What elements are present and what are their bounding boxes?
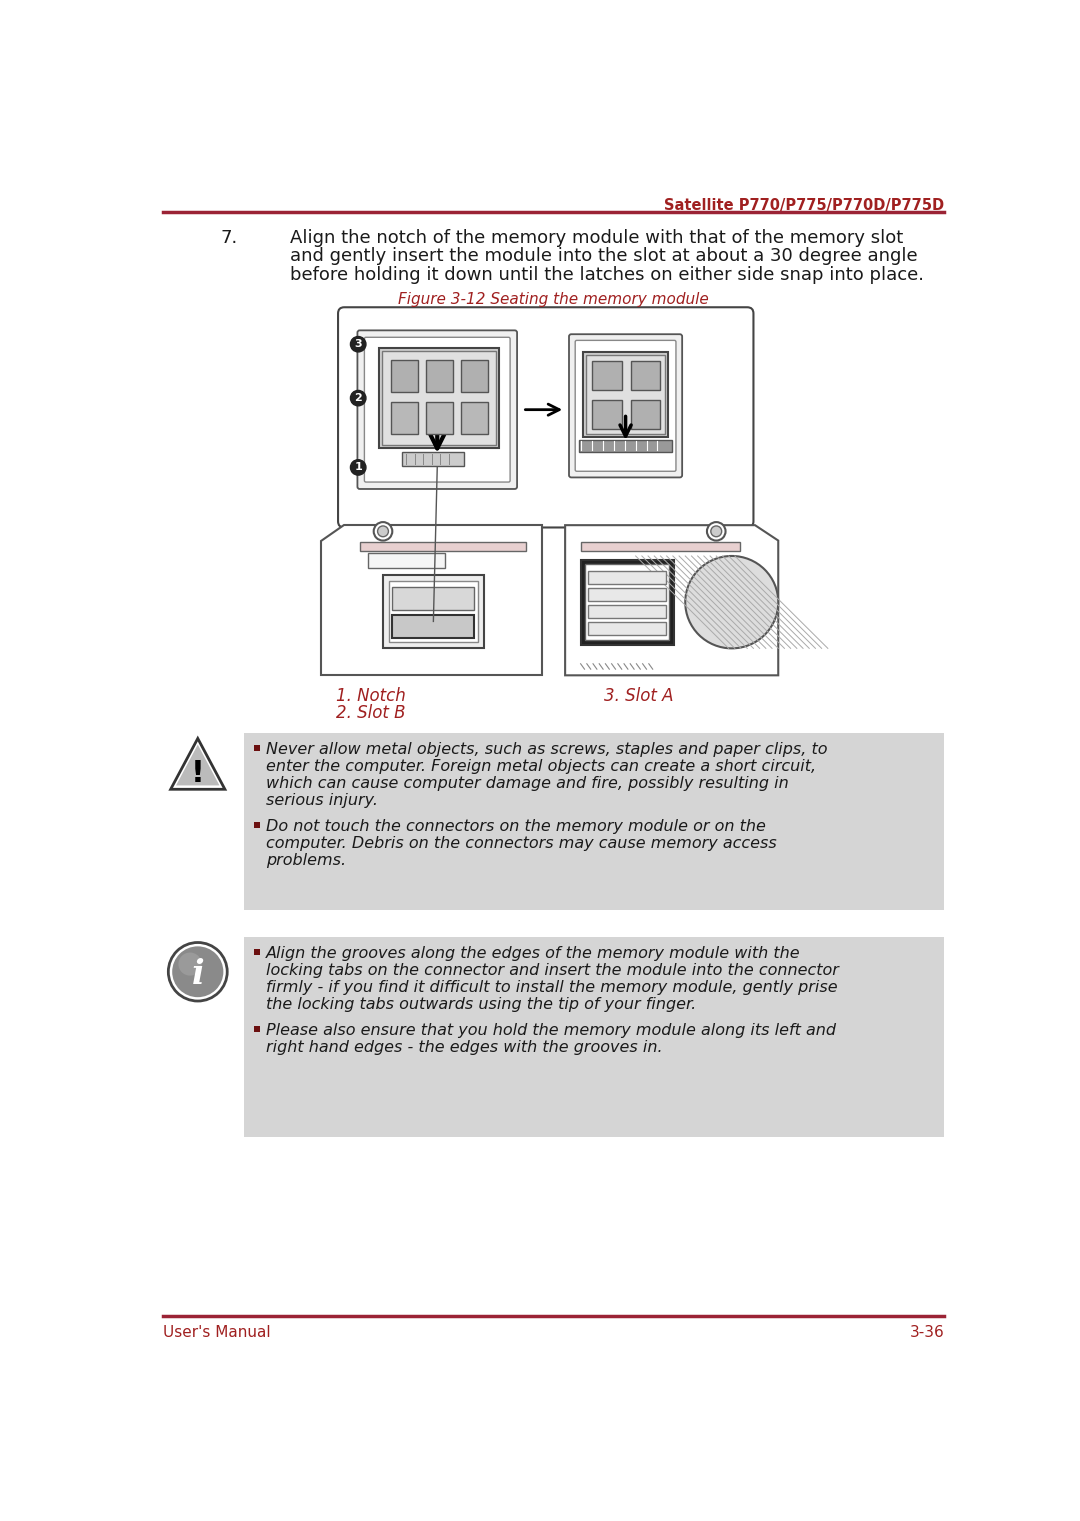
Bar	[379, 348, 499, 449]
Bar	[581, 560, 674, 645]
Text: and gently insert the module into the slot at about a 30 degree angle: and gently insert the module into the sl…	[291, 248, 918, 265]
Bar	[391, 359, 418, 392]
Text: 7.: 7.	[220, 228, 238, 246]
Bar	[581, 541, 740, 551]
Bar	[426, 402, 453, 435]
Bar	[391, 402, 418, 435]
Text: right hand edges - the edges with the grooves in.: right hand edges - the edges with the gr…	[266, 1040, 663, 1056]
Text: Satellite P770/P775/P770D/P775D: Satellite P770/P775/P770D/P775D	[664, 198, 944, 213]
Text: 2. Slot B: 2. Slot B	[337, 704, 406, 722]
Bar	[254, 745, 260, 751]
Text: serious injury.: serious injury.	[266, 792, 378, 808]
Bar	[367, 554, 445, 569]
Bar	[592, 400, 622, 429]
Bar	[383, 575, 484, 648]
Bar	[244, 733, 944, 910]
Circle shape	[172, 946, 224, 998]
Text: 3: 3	[354, 339, 362, 350]
FancyBboxPatch shape	[569, 335, 683, 478]
Circle shape	[378, 526, 389, 537]
Polygon shape	[565, 525, 779, 675]
Text: 1. Notch: 1. Notch	[337, 687, 406, 704]
Bar	[254, 821, 260, 827]
Circle shape	[374, 522, 392, 540]
Bar	[631, 360, 661, 391]
Circle shape	[711, 526, 721, 537]
Bar	[579, 441, 672, 452]
Circle shape	[168, 943, 227, 1001]
Text: firmly - if you find it difficult to install the memory module, gently prise: firmly - if you find it difficult to ins…	[266, 980, 838, 995]
Circle shape	[350, 459, 366, 475]
Text: computer. Debris on the connectors may cause memory access: computer. Debris on the connectors may c…	[266, 837, 777, 852]
Circle shape	[685, 557, 779, 648]
Bar	[583, 351, 669, 437]
Bar	[460, 402, 488, 435]
Bar	[254, 1025, 260, 1031]
Text: Never allow metal objects, such as screws, staples and paper clips, to: Never allow metal objects, such as screw…	[266, 742, 827, 757]
Circle shape	[350, 336, 366, 351]
Text: Do not touch the connectors on the memory module or on the: Do not touch the connectors on the memor…	[266, 820, 766, 835]
Circle shape	[707, 522, 726, 540]
Text: locking tabs on the connector and insert the module into the connector: locking tabs on the connector and insert…	[266, 963, 839, 978]
Bar	[589, 572, 666, 584]
Bar	[586, 354, 665, 433]
Bar	[403, 452, 464, 465]
Polygon shape	[321, 525, 542, 675]
FancyBboxPatch shape	[576, 341, 676, 472]
Text: Figure 3-12 Seating the memory module: Figure 3-12 Seating the memory module	[399, 292, 708, 307]
Circle shape	[178, 952, 202, 975]
Bar	[392, 616, 474, 639]
Bar	[254, 949, 260, 955]
Bar	[589, 605, 666, 618]
Bar	[592, 360, 622, 391]
Bar	[360, 541, 526, 551]
FancyBboxPatch shape	[364, 338, 510, 482]
Text: i: i	[191, 958, 204, 990]
Text: the locking tabs outwards using the tip of your finger.: the locking tabs outwards using the tip …	[266, 998, 697, 1011]
Bar	[426, 359, 453, 392]
Bar	[392, 587, 474, 610]
Bar	[460, 359, 488, 392]
Bar	[589, 622, 666, 634]
Text: User's Manual: User's Manual	[163, 1325, 270, 1340]
Text: Align the notch of the memory module with that of the memory slot: Align the notch of the memory module wit…	[291, 228, 903, 246]
Bar	[585, 564, 669, 640]
Text: 3. Slot A: 3. Slot A	[604, 687, 673, 704]
FancyBboxPatch shape	[357, 330, 517, 488]
Bar	[244, 937, 944, 1138]
Text: Align the grooves along the edges of the memory module with the: Align the grooves along the edges of the…	[266, 946, 800, 961]
Text: 2: 2	[354, 392, 362, 403]
Polygon shape	[171, 739, 225, 789]
Text: 1: 1	[354, 462, 362, 473]
Bar	[382, 351, 496, 446]
Bar	[631, 400, 661, 429]
Polygon shape	[176, 745, 219, 785]
Text: which can cause computer damage and fire, possibly resulting in: which can cause computer damage and fire…	[266, 776, 788, 791]
Text: before holding it down until the latches on either side snap into place.: before holding it down until the latches…	[291, 266, 924, 284]
Text: problems.: problems.	[266, 853, 346, 868]
Text: !: !	[191, 759, 205, 788]
Bar	[389, 581, 477, 642]
Text: enter the computer. Foreign metal objects can create a short circuit,: enter the computer. Foreign metal object…	[266, 759, 816, 774]
FancyBboxPatch shape	[338, 307, 754, 528]
Bar	[589, 589, 666, 601]
Circle shape	[350, 391, 366, 406]
Text: 3-36: 3-36	[909, 1325, 944, 1340]
Text: Please also ensure that you hold the memory module along its left and: Please also ensure that you hold the mem…	[266, 1024, 836, 1039]
